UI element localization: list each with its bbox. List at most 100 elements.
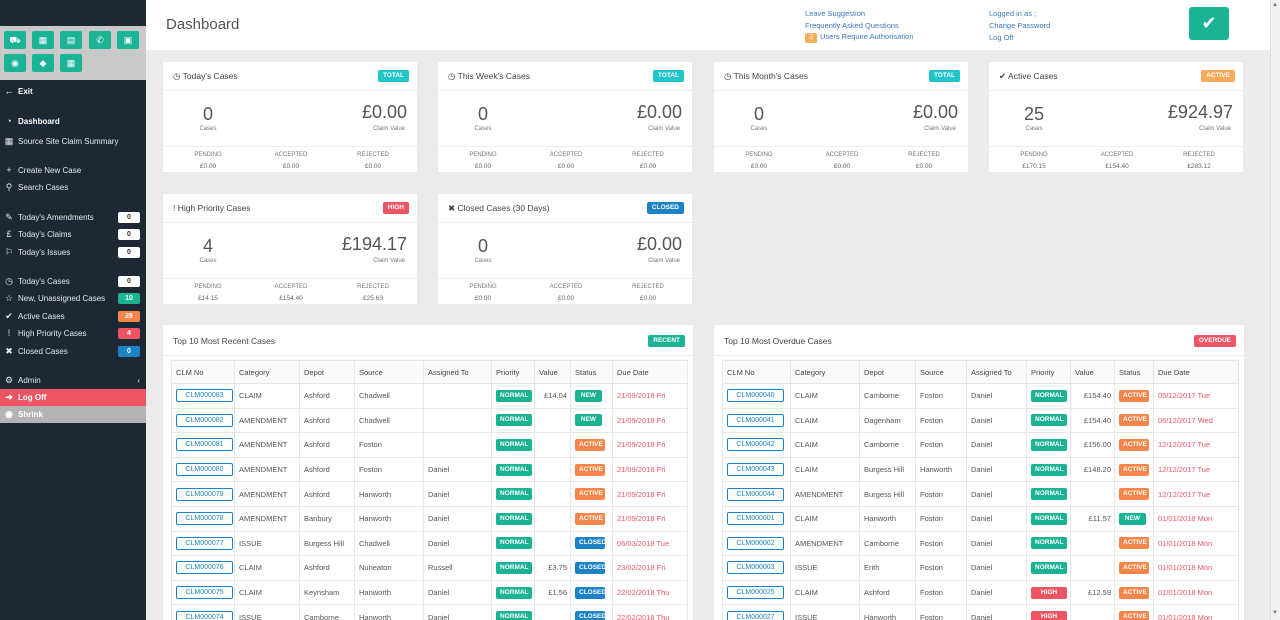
source-cell: Chadwell — [354, 407, 424, 434]
due-date-cell: 01/01/2018 Mon — [1153, 579, 1239, 606]
clm-number-button[interactable]: CLM000041 — [727, 413, 784, 427]
column-header[interactable]: Value — [534, 360, 571, 384]
clm-number-button[interactable]: CLM000078 — [176, 512, 233, 526]
clm-number-button[interactable]: CLM000079 — [176, 487, 233, 501]
scrollbar[interactable] — [1270, 0, 1280, 620]
diamond-icon[interactable]: ◆ — [32, 54, 54, 72]
table-row[interactable]: CLM000041 CLAIM Dagenham Foston Daniel NORMAL… — [722, 407, 1239, 434]
clm-number-button[interactable]: CLM000074 — [176, 610, 233, 620]
sidebar-item-todays-issues[interactable]: ⚐ Today's Issues 0 — [0, 244, 146, 261]
table-row[interactable]: CLM000082 AMENDMENT Ashford Chadwell NORMAL N… — [171, 407, 688, 434]
clm-number-button[interactable]: CLM000025 — [727, 586, 784, 600]
priority-cell: NORMAL — [491, 555, 535, 581]
record-icon[interactable]: ◉ — [4, 54, 26, 72]
authorisation-link[interactable]: 3 Users Require Authorisation — [805, 32, 913, 43]
table-row[interactable]: CLM000078 AMENDMENT Banbury Hanworth Daniel N… — [171, 505, 688, 532]
sidebar-item-search-cases[interactable]: ⚲ Search Cases — [0, 179, 146, 196]
bus-icon[interactable]: ▣ — [117, 31, 139, 49]
priority-badge: NORMAL — [1031, 561, 1067, 574]
card-title: ! High Priority Cases — [173, 203, 251, 213]
clm-number-button[interactable]: CLM000001 — [727, 512, 784, 526]
change-password-link[interactable]: Change Password — [989, 21, 1051, 30]
column-header[interactable]: Source — [915, 360, 967, 384]
stat-value: £0.00 — [282, 163, 300, 170]
column-header[interactable]: Priority — [491, 360, 535, 384]
column-header[interactable]: Depot — [859, 360, 916, 384]
table-row[interactable]: CLM000083 CLAIM Ashford Chadwell NORMAL £14.0… — [171, 383, 688, 409]
table-row[interactable]: CLM000027 ISSUE Hanworth Foston Daniel HIGH AC… — [722, 604, 1239, 620]
clm-number-button[interactable]: CLM000075 — [176, 586, 233, 600]
sidebar-item-admin[interactable]: ⚙ Admin ‹ — [0, 372, 146, 389]
column-header[interactable]: Priority — [1026, 360, 1071, 384]
table-row[interactable]: CLM000075 CLAIM Keynsham Hanworth Daniel NORM… — [171, 579, 688, 606]
table-row[interactable]: CLM000002 AMENDMENT Camborne Foston Daniel NO… — [722, 530, 1239, 557]
confirm-button[interactable]: ✔ — [1189, 7, 1229, 40]
sidebar-item-todays-claims[interactable]: £ Today's Claims 0 — [0, 226, 146, 243]
column-header[interactable]: Category — [790, 360, 860, 384]
sidebar-item-source-site[interactable]: ▦ Source Site Claim Summary — [0, 133, 146, 150]
sidebar-item-dashboard[interactable]: ◔ Dashboard — [0, 113, 146, 130]
clm-number-button[interactable]: CLM000081 — [176, 438, 233, 452]
clm-number-button[interactable]: CLM000042 — [727, 438, 784, 452]
table-row[interactable]: CLM000001 CLAIM Hanworth Foston Daniel NORMAL… — [722, 505, 1239, 532]
column-header[interactable]: Category — [234, 360, 300, 384]
clm-number-button[interactable]: CLM000077 — [176, 536, 233, 550]
table-row[interactable]: CLM000040 CLAIM Camborne Foston Daniel NORMAL… — [722, 383, 1239, 409]
table-row[interactable]: CLM000042 CLAIM Camborne Foston Daniel NORMAL… — [722, 432, 1239, 458]
table-row[interactable]: CLM000079 AMENDMENT Ashford Hanworth Daniel N… — [171, 481, 688, 507]
table-row[interactable]: CLM000025 CLAIM Ashford Foston Daniel HIGH £12… — [722, 579, 1239, 606]
leave-suggestion-link[interactable]: Leave Suggestion — [805, 9, 866, 18]
column-header[interactable]: Status — [1114, 360, 1154, 384]
sidebar-item-new-unassigned[interactable]: ☆ New, Unassigned Cases 10 — [0, 290, 146, 307]
sidebar-item-closed-cases[interactable]: ✖ Closed Cases 0 — [0, 343, 146, 360]
table-row[interactable]: CLM000080 AMENDMENT Ashford Foston Daniel NOR… — [171, 456, 688, 483]
table-row[interactable]: CLM000076 CLAIM Ashford Nuneaton Russell NORM… — [171, 555, 688, 581]
sidebar-item-exit[interactable]: ← Exit — [0, 83, 146, 100]
sidebar-item-high-priority[interactable]: ! High Priority Cases 4 — [0, 325, 146, 342]
column-header[interactable]: CLM No — [722, 360, 791, 384]
table-row[interactable]: CLM000043 CLAIM Burgess Hill Hanworth Daniel… — [722, 456, 1239, 483]
column-header[interactable]: Depot — [299, 360, 355, 384]
column-header[interactable]: Due Date — [612, 360, 688, 384]
column-header[interactable]: Status — [570, 360, 613, 384]
table-row[interactable]: CLM000074 ISSUE Camborne Hanworth Daniel NORM… — [171, 604, 688, 620]
sidebar-item-logoff[interactable]: ➜ Log Off — [0, 389, 146, 406]
column-header[interactable]: Assigned To — [423, 360, 492, 384]
sidebar-item-create-case[interactable]: + Create New Case — [0, 162, 146, 179]
sidebar-item-active-cases[interactable]: ✔ Active Cases 25 — [0, 308, 146, 325]
column-header[interactable]: Source — [354, 360, 424, 384]
truck-icon[interactable]: ⛟ — [4, 31, 26, 49]
table-row[interactable]: CLM000003 ISSUE Erith Foston Daniel NORMAL ACT… — [722, 555, 1239, 581]
document-icon[interactable]: ▤ — [60, 31, 82, 49]
clm-number-button[interactable]: CLM000027 — [727, 610, 784, 620]
scroll-up-icon[interactable]: ▲ — [1272, 2, 1278, 8]
column-header[interactable]: Value — [1070, 360, 1115, 384]
column-header[interactable]: CLM No — [171, 360, 235, 384]
log-off-link[interactable]: Log Off — [989, 33, 1014, 42]
sidebar-item-todays-amendments[interactable]: ✎ Today's Amendments 0 — [0, 209, 146, 226]
clm-number-button[interactable]: CLM000083 — [176, 389, 233, 403]
clm-number-button[interactable]: CLM000040 — [727, 389, 784, 403]
faq-link[interactable]: Frequently Asked Questions — [805, 21, 899, 30]
phone-icon[interactable]: ✆ — [89, 31, 111, 49]
column-header[interactable]: Due Date — [1153, 360, 1239, 384]
column-header[interactable]: Assigned To — [966, 360, 1027, 384]
clm-number-button[interactable]: CLM000082 — [176, 413, 233, 427]
sidebar-item-todays-cases[interactable]: ◷ Today's Cases 0 — [0, 273, 146, 290]
clm-number-button[interactable]: CLM000003 — [727, 561, 784, 575]
clock-icon: ◷ — [173, 71, 181, 81]
table-row[interactable]: CLM000081 AMENDMENT Ashford Foston NORMAL ACT… — [171, 432, 688, 458]
cubes-icon[interactable]: ▦ — [32, 31, 54, 49]
count-badge: 25 — [118, 311, 140, 322]
sidebar-item-shrink[interactable]: ◉ Shrink — [0, 406, 146, 423]
table-icon[interactable]: ▦ — [60, 54, 82, 72]
scroll-down-icon[interactable]: ▼ — [1272, 610, 1278, 616]
clm-number-button[interactable]: CLM000080 — [176, 463, 233, 477]
clm-number-button[interactable]: CLM000002 — [727, 536, 784, 550]
clm-number-button[interactable]: CLM000043 — [727, 463, 784, 477]
clm-number-button[interactable]: CLM000076 — [176, 561, 233, 575]
stat-value: £154.40 — [279, 295, 303, 302]
table-row[interactable]: CLM000044 AMENDMENT Burgess Hill Foston Dani… — [722, 481, 1239, 507]
table-row[interactable]: CLM000077 ISSUE Burgess Hill Chadwell Daniel… — [171, 530, 688, 557]
clm-number-button[interactable]: CLM000044 — [727, 487, 784, 501]
